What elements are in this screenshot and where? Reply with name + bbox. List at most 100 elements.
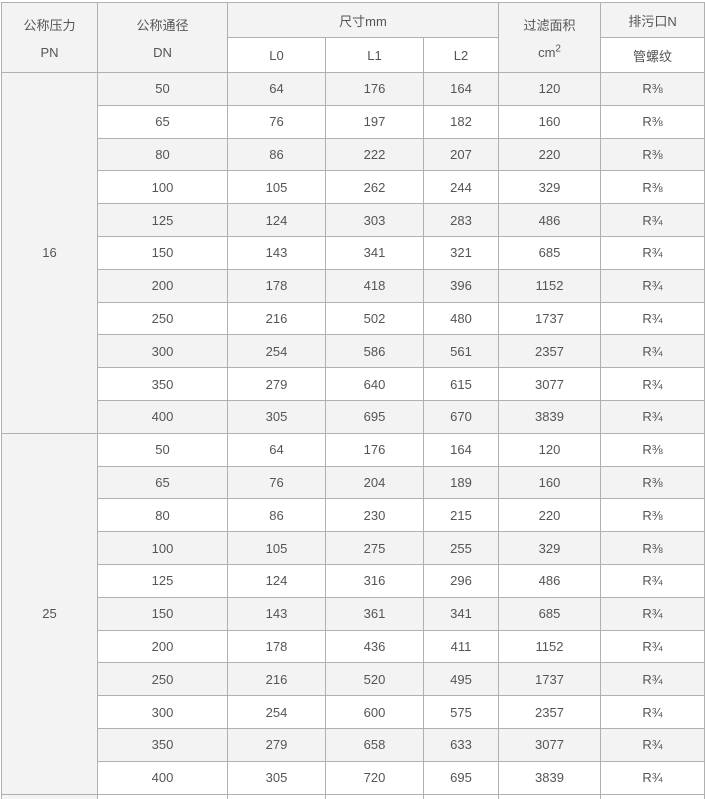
l0-cell: 178 [227,629,326,664]
l1-cell: 303 [325,203,424,237]
filter-area-cell: 329 [498,170,602,205]
l1-cell: 204 [325,465,424,500]
l0-cell: 86 [227,137,326,172]
l1-cell: 586 [325,334,424,369]
l1-cell: 262 [325,170,424,205]
filter-area-cell: 685 [498,235,602,270]
l1-cell: 658 [325,727,424,762]
header-drain: 排污口N [600,2,705,38]
l1-cell: 720 [325,760,424,795]
filter-area-cell: 3077 [498,727,602,762]
l1-cell: 520 [325,662,424,697]
drain-cell: R¾ [600,301,705,336]
filter-area-cell: 1737 [498,301,602,336]
l2-cell: 695 [422,760,500,795]
drain-cell: R¾ [600,367,705,401]
drain-cell: R¾ [600,662,705,697]
dn-cell: 100 [97,170,228,205]
drain-cell: R⅜ [600,432,705,467]
l0-cell: 143 [227,235,326,270]
table-row: 125 124 316 296 486 R¾ [1,563,705,598]
table-header: 公称压力 PN 公称通径 DN 尺寸mm 过滤面积 cm2 排污口N L0 [1,2,705,73]
table-row: 100 105 262 244 329 R⅜ [1,170,705,205]
filter-area-cell: 685 [498,596,602,631]
filter-area-cell: 1152 [498,629,602,664]
header-diameter-unit: DN [153,45,172,61]
l0-cell: 64 [227,72,326,106]
drain-cell: R¾ [600,629,705,664]
header-row-1: 公称压力 PN 公称通径 DN 尺寸mm 过滤面积 cm2 排污口N [1,2,705,73]
l1-cell: 502 [325,301,424,336]
table-row: 200 178 436 411 1152 R¾ [1,629,705,664]
drain-cell: R¾ [600,563,705,598]
header-diameter: 公称通径 DN [97,2,228,73]
dn-cell: 250 [97,662,228,697]
table-row: 200 178 418 396 1152 R¾ [1,268,705,303]
filter-area-cell: 486 [498,563,602,598]
table-row: 350 279 658 633 3077 R¾ [1,727,705,762]
pn-group-cell: 16 [1,72,98,434]
l1-cell: 418 [325,268,424,303]
table-row: 65 76 197 182 160 R⅜ [1,104,705,139]
drain-cell [600,793,705,799]
l0-cell: 279 [227,367,326,401]
l0-cell: 254 [227,695,326,729]
l2-cell: 615 [422,367,500,401]
header-filter-area-unit: cm2 [538,43,561,61]
drain-cell: R⅜ [600,498,705,533]
l0-cell: 305 [227,399,326,434]
dn-cell: 50 [97,432,228,467]
l1-cell [325,793,424,799]
filter-area-cell: 160 [498,104,602,139]
drain-cell: R¾ [600,399,705,434]
l2-cell: 296 [422,563,500,598]
filter-area-cell: 160 [498,465,602,500]
pn-group-cell [1,793,98,799]
dn-cell: 150 [97,235,228,270]
dn-cell: 350 [97,727,228,762]
l2-cell: 495 [422,662,500,697]
l1-cell: 222 [325,137,424,172]
filter-area-cell: 3839 [498,399,602,434]
l2-cell: 189 [422,465,500,500]
table-row: 150 143 341 321 685 R¾ [1,235,705,270]
drain-cell: R¾ [600,695,705,729]
l2-cell: 561 [422,334,500,369]
l0-cell: 216 [227,662,326,697]
l2-cell [422,793,500,799]
table-row: 80 86 230 215 220 R⅜ [1,498,705,533]
l0-cell: 64 [227,432,326,467]
l1-cell: 436 [325,629,424,664]
header-dimensions: 尺寸mm [226,2,500,38]
table-row: 350 279 640 615 3077 R¾ [1,367,705,401]
l2-cell: 575 [422,695,500,729]
filter-area-cell [498,793,602,799]
l0-cell: 124 [227,563,326,598]
l0-cell: 305 [227,760,326,795]
dn-cell: 65 [97,104,228,139]
drain-cell: R¾ [600,760,705,795]
drain-cell: R⅜ [600,104,705,139]
dn-cell: 200 [97,629,228,664]
l1-cell: 640 [325,367,424,401]
header-drain-thread: 管螺纹 [600,37,705,73]
drain-cell: R⅜ [600,465,705,500]
l2-cell: 411 [422,629,500,664]
l1-cell: 275 [325,531,424,565]
l2-cell: 341 [422,596,500,631]
header-pressure-title: 公称压力 [23,17,76,33]
filter-area-cell: 3077 [498,367,602,401]
header-l1: L1 [325,37,424,73]
table-row: 300 254 586 561 2357 R¾ [1,334,705,369]
l0-cell: 124 [227,203,326,237]
filter-area-cell: 2357 [498,695,602,729]
table-body: 16 50 64 176 164 120 R⅜ 65 76 197 182 160 R⅜ 80 86 222 2… [1,72,705,799]
table-row: 150 143 361 341 685 R¾ [1,596,705,631]
drain-cell: R¾ [600,334,705,369]
filter-area-cell: 120 [498,72,602,106]
table-row: 25 50 64 176 164 120 R⅜ [1,432,705,795]
dn-cell: 65 [97,465,228,500]
header-filter-area: 过滤面积 cm2 [498,2,602,73]
table-row: 16 50 64 176 164 120 R⅜ [1,72,705,434]
